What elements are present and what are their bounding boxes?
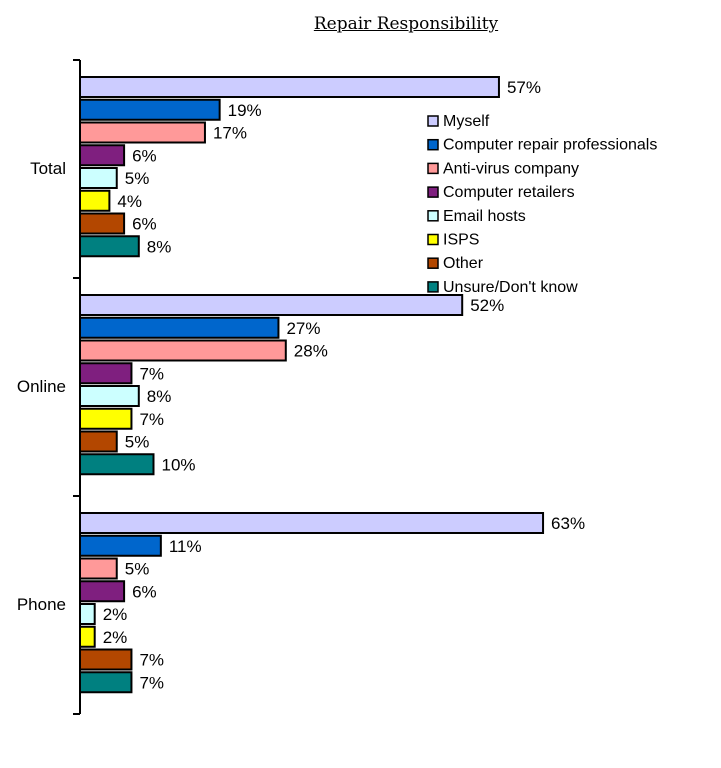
data-label-total-email-hosts: 5% [125,169,150,188]
legend-swatch-email-hosts [427,210,439,222]
legend-swatch-anti-virus-company [427,162,439,175]
data-label-total-computer-retailers: 6% [132,146,157,165]
bar-online-myself [79,294,464,316]
bar-online-anti-virus-company [79,339,287,362]
legend-swatch-myself [427,115,439,127]
legend-label-isps: ISPS [443,232,479,249]
bar-online-isps [79,407,133,430]
bar-total-unsure-don-t-know [79,235,140,258]
bar-phone-anti-virus-company [79,557,118,580]
data-label-phone-anti-virus-company: 5% [125,560,150,579]
data-label-phone-computer-repair-professionals: 11% [169,537,202,556]
bar-phone-isps [79,625,96,648]
bar-phone-other [79,648,133,671]
legend-label-anti-virus-company: Anti-virus company [443,160,579,177]
legend-label-computer-retailers: Computer retailers [443,184,575,201]
data-label-phone-isps: 2% [103,628,128,647]
bar-total-computer-retailers [79,144,126,167]
legend-swatch-unsure-don-t-know [427,281,439,293]
data-label-total-other: 6% [132,215,157,234]
legend-swatch-computer-repair-professionals [427,138,439,151]
data-label-phone-other: 7% [139,651,164,670]
bar-total-myself [79,76,500,98]
data-label-total-isps: 4% [117,192,142,211]
bar-phone-myself [79,512,545,534]
bar-total-email-hosts [79,167,118,189]
bar-phone-computer-repair-professionals [79,534,162,557]
data-label-online-other: 5% [125,433,150,452]
bar-phone-email-hosts [79,603,96,625]
bar-phone-unsure-don-t-know [79,671,133,694]
bar-total-isps [79,189,111,212]
category-label-phone: Phone [17,595,66,614]
data-label-phone-email-hosts: 2% [103,605,128,624]
data-label-phone-unsure-don-t-know: 7% [139,673,164,692]
data-label-total-unsure-don-t-know: 8% [147,237,172,256]
data-label-phone-computer-retailers: 6% [132,582,157,601]
legend-swatch-other [427,257,439,269]
category-label-online: Online [17,377,66,396]
data-label-online-computer-retailers: 7% [139,364,164,383]
legend-label-myself: Myself [443,113,490,130]
data-label-total-anti-virus-company: 17% [213,124,247,143]
bar-online-email-hosts [79,385,140,407]
bar-online-computer-retailers [79,362,133,385]
legend-label-computer-repair-professionals: Computer repair professionals [443,137,657,154]
bar-phone-computer-retailers [79,580,126,603]
bar-online-other [79,430,118,453]
bar-online-computer-repair-professionals [79,316,280,339]
legend-label-other: Other [443,255,484,272]
data-label-phone-myself: 63% [551,514,585,533]
chart-title: Repair Responsibility [313,14,499,34]
legend-label-unsure-don-t-know: Unsure/Don't know [443,279,578,296]
data-label-online-email-hosts: 8% [147,387,172,406]
data-label-online-unsure-don-t-know: 10% [162,455,196,474]
data-label-total-computer-repair-professionals: 19% [228,101,262,120]
bar-online-unsure-don-t-know [79,453,155,476]
data-label-online-isps: 7% [139,410,164,429]
bar-total-anti-virus-company [79,121,206,144]
data-label-total-myself: 57% [507,78,541,97]
legend-swatch-isps [427,233,439,246]
legend-label-email-hosts: Email hosts [443,208,526,225]
data-label-online-myself: 52% [470,296,504,315]
legend-swatch-computer-retailers [427,186,439,198]
bar-total-computer-repair-professionals [79,98,221,121]
data-label-online-anti-virus-company: 28% [294,342,328,361]
bar-total-other [79,212,126,235]
data-label-online-computer-repair-professionals: 27% [286,319,320,338]
category-label-total: Total [30,159,66,178]
